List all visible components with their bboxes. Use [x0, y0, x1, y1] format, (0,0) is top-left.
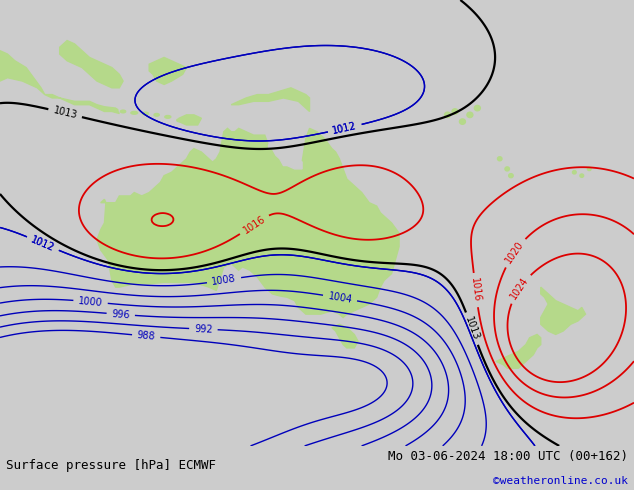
Text: 988: 988 [136, 330, 156, 342]
Polygon shape [231, 88, 309, 112]
Text: 1020: 1020 [503, 240, 526, 266]
Text: 1012: 1012 [30, 234, 56, 253]
Polygon shape [0, 50, 45, 95]
Ellipse shape [177, 119, 181, 122]
Ellipse shape [143, 112, 148, 115]
Polygon shape [149, 57, 186, 84]
Text: ©weatheronline.co.uk: ©weatheronline.co.uk [493, 476, 628, 486]
Ellipse shape [154, 114, 159, 116]
Circle shape [508, 173, 513, 178]
Text: 1013: 1013 [463, 316, 481, 342]
Circle shape [587, 167, 591, 171]
Circle shape [580, 174, 584, 177]
Text: 1012: 1012 [332, 121, 358, 136]
Polygon shape [45, 95, 119, 114]
Circle shape [474, 105, 481, 111]
Polygon shape [60, 41, 123, 88]
Circle shape [467, 112, 473, 118]
Text: 1012: 1012 [30, 234, 56, 253]
Text: 1016: 1016 [242, 214, 267, 235]
Text: 1024: 1024 [508, 275, 531, 301]
Text: 992: 992 [194, 324, 213, 335]
Text: 1004: 1004 [327, 291, 353, 305]
Ellipse shape [120, 110, 126, 113]
Polygon shape [269, 139, 302, 169]
Circle shape [452, 109, 458, 114]
Circle shape [505, 167, 510, 171]
Text: 996: 996 [111, 309, 131, 320]
Circle shape [573, 171, 576, 174]
Text: 1013: 1013 [52, 105, 78, 121]
Circle shape [498, 157, 502, 161]
Circle shape [460, 119, 465, 124]
Text: 1012: 1012 [332, 121, 358, 136]
Polygon shape [97, 128, 399, 318]
Text: Surface pressure [hPa] ECMWF: Surface pressure [hPa] ECMWF [6, 459, 216, 472]
Circle shape [444, 112, 451, 118]
Ellipse shape [131, 111, 138, 114]
Ellipse shape [165, 116, 171, 118]
Ellipse shape [113, 109, 118, 112]
Text: 1008: 1008 [211, 273, 237, 287]
Text: 1016: 1016 [469, 277, 482, 303]
Polygon shape [541, 287, 586, 335]
Polygon shape [496, 335, 541, 368]
Polygon shape [179, 115, 202, 125]
Polygon shape [332, 324, 358, 348]
Text: 1000: 1000 [78, 296, 103, 308]
Text: Mo 03-06-2024 18:00 UTC (00+162): Mo 03-06-2024 18:00 UTC (00+162) [387, 450, 628, 464]
